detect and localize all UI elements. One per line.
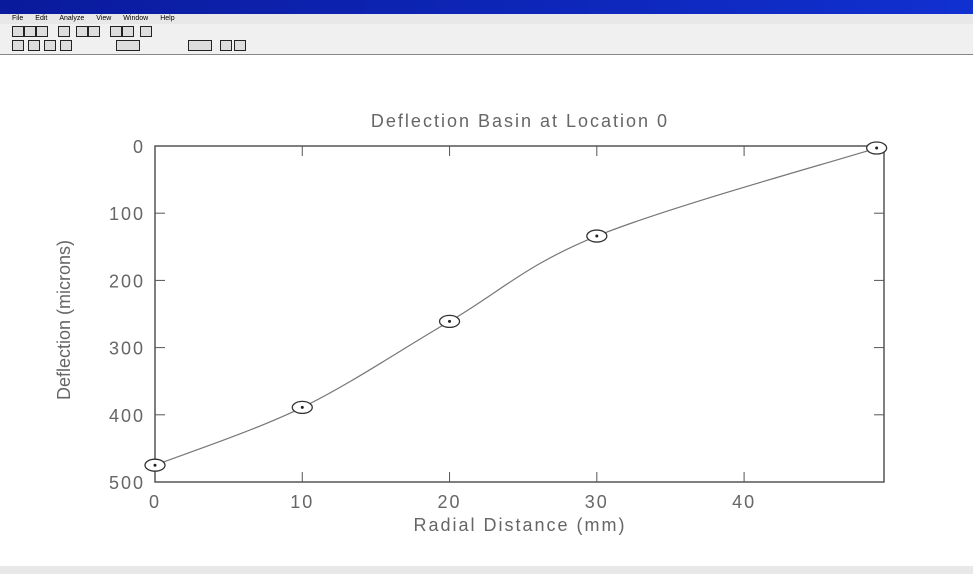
x-tick-label: 30 [585,492,609,512]
tool-dropdown[interactable] [116,40,140,51]
y-tick-label: 500 [109,473,145,493]
menu-item[interactable]: Edit [35,15,48,22]
x-axis-label: Radial Distance (mm) [413,515,626,535]
menu-bar: File Edit Analyze View Window Help [0,14,973,24]
x-tick-label: 40 [732,492,756,512]
marker-dot [595,234,599,238]
chart-title: Deflection Basin at Location 0 [371,111,669,131]
menu-item[interactable]: File [12,15,24,22]
menu-item[interactable]: Help [160,15,175,22]
tool-button[interactable] [28,40,40,51]
marker-dot [300,405,304,409]
line [154,147,877,466]
y-tick-label: 100 [109,204,145,224]
tool-button[interactable] [60,40,72,51]
plot-frame [154,145,885,483]
tool-button[interactable] [88,26,100,37]
tool-button[interactable] [58,26,70,37]
x-tick-label: 20 [438,492,462,512]
menu-item[interactable]: View [96,15,112,22]
status-bar [0,566,973,574]
y-tick-label: 0 [133,137,145,157]
title-bar [0,0,973,14]
tool-button[interactable] [44,40,56,51]
y-axis-label: Deflection (microns) [54,240,74,400]
tool-button[interactable] [36,26,48,37]
marker-dot [153,463,157,467]
tool-button[interactable] [12,40,24,51]
x-tick-label: 10 [290,492,314,512]
menu-item[interactable]: Analyze [59,15,85,22]
marker-dot [875,146,879,150]
chart: Deflection Basin at Location 0 Radial Di… [54,111,888,535]
y-tick-label: 400 [109,406,145,426]
toolbar [0,24,973,55]
tool-button[interactable] [122,26,134,37]
tool-button[interactable] [220,40,232,51]
tool-button[interactable] [24,26,36,37]
tool-button[interactable] [12,26,24,37]
tool-dropdown[interactable] [188,40,212,51]
tool-button[interactable] [140,26,152,37]
marker-dot [448,319,452,323]
tool-button[interactable] [234,40,246,51]
menu-item[interactable]: Window [123,15,149,22]
y-tick-label: 300 [109,339,145,359]
x-tick-label: 0 [149,492,161,512]
tool-button[interactable] [76,26,88,37]
tool-button[interactable] [110,26,122,37]
y-tick-label: 200 [109,271,145,291]
